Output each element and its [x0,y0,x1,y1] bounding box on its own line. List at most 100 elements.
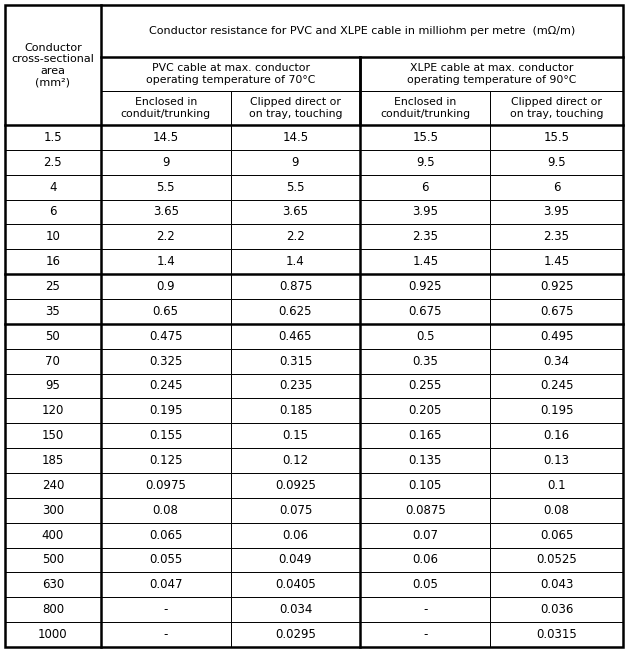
Bar [5,200,100,224]
Text: 500: 500 [42,554,64,567]
Text: 0.12: 0.12 [283,454,308,467]
Bar [5,349,100,374]
Text: 35: 35 [45,305,60,318]
Bar [230,572,360,597]
Text: 9: 9 [162,156,170,169]
Text: 0.1: 0.1 [547,479,566,492]
Bar [490,548,623,572]
Bar [5,622,100,647]
Bar [100,224,230,249]
Text: 15.5: 15.5 [412,131,438,144]
Text: 0.185: 0.185 [279,404,312,417]
Text: 0.13: 0.13 [544,454,570,467]
Text: 0.65: 0.65 [153,305,179,318]
Text: 0.049: 0.049 [279,554,312,567]
Bar [230,473,360,498]
Text: 2.5: 2.5 [43,156,62,169]
Text: -: - [163,628,168,641]
Bar [230,91,360,125]
Text: 3.65: 3.65 [283,205,308,218]
Bar [5,523,100,548]
Bar [360,175,490,200]
Bar [100,274,230,299]
Bar [5,374,100,398]
Bar [100,498,230,523]
Text: 6: 6 [553,181,560,194]
Text: 0.055: 0.055 [149,554,182,567]
Text: -: - [423,603,428,616]
Bar [230,374,360,398]
Text: 0.06: 0.06 [283,529,308,542]
Bar [490,150,623,175]
Text: 0.034: 0.034 [279,603,312,616]
Text: 70: 70 [45,355,60,368]
Text: 0.036: 0.036 [540,603,573,616]
Text: 0.08: 0.08 [153,504,178,517]
Bar [5,597,100,622]
Bar [230,224,360,249]
Text: 6: 6 [49,205,57,218]
Text: 0.235: 0.235 [279,379,312,393]
Bar [100,572,230,597]
Text: 4: 4 [49,181,57,194]
Text: 2.35: 2.35 [412,230,438,243]
Bar [100,324,230,349]
Bar [490,622,623,647]
Text: 0.475: 0.475 [149,330,182,343]
Bar [490,498,623,523]
Bar [230,597,360,622]
Text: 0.0525: 0.0525 [536,554,577,567]
Text: 1000: 1000 [38,628,68,641]
Bar [100,150,230,175]
Bar [100,91,230,125]
Bar [360,299,490,324]
Text: 0.105: 0.105 [409,479,442,492]
Text: 0.255: 0.255 [409,379,442,393]
Bar [490,200,623,224]
Bar [360,150,490,175]
Bar [100,622,230,647]
Bar [360,91,490,125]
Text: 0.875: 0.875 [279,280,312,293]
Text: Enclosed in
conduit/trunking: Enclosed in conduit/trunking [380,97,470,119]
Bar [360,473,490,498]
Text: 25: 25 [45,280,60,293]
Bar [230,498,360,523]
Bar [5,249,100,274]
Text: 10: 10 [45,230,60,243]
Text: 1.45: 1.45 [412,255,438,268]
Bar [490,597,623,622]
Text: 0.195: 0.195 [540,404,573,417]
Bar [100,374,230,398]
Bar [230,423,360,448]
Bar [5,572,100,597]
Bar [490,299,623,324]
Bar [230,523,360,548]
Bar [100,523,230,548]
Bar [230,200,360,224]
Text: 3.65: 3.65 [153,205,179,218]
Bar [490,448,623,473]
Bar [360,448,490,473]
Bar [100,548,230,572]
Text: 0.065: 0.065 [540,529,573,542]
Text: 0.0925: 0.0925 [275,479,316,492]
Text: 50: 50 [45,330,60,343]
Text: 0.047: 0.047 [149,578,182,591]
Text: 0.0405: 0.0405 [275,578,316,591]
Text: 0.34: 0.34 [544,355,570,368]
Text: 0.495: 0.495 [540,330,573,343]
Text: 1.5: 1.5 [43,131,62,144]
Text: 0.065: 0.065 [149,529,182,542]
Bar [490,224,623,249]
Bar [360,374,490,398]
Bar [230,125,360,150]
Bar [230,398,360,423]
Text: Conductor resistance for PVC and XLPE cable in milliohm per metre  (mΩ/m): Conductor resistance for PVC and XLPE ca… [149,26,575,36]
Bar [360,57,623,91]
Text: 0.125: 0.125 [149,454,182,467]
Bar [5,274,100,299]
Text: 0.0295: 0.0295 [275,628,316,641]
Text: 0.35: 0.35 [413,355,438,368]
Bar [490,398,623,423]
